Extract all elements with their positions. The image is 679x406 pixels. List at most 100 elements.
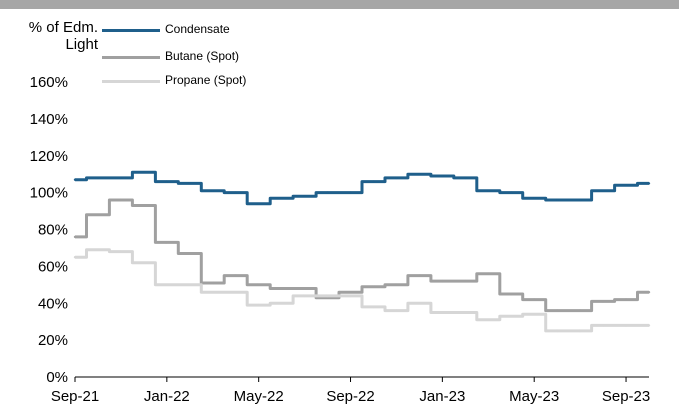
x-tick-label: Sep-21 [51,388,99,405]
data-point-2-16 [441,311,444,314]
legend-item-propane: Propane (Spot) [102,73,302,89]
y-axis-label: % of Edm. Light [2,19,98,53]
data-point-0-14 [395,176,398,180]
data-point-1-13 [372,285,375,288]
y-tick-label: 80% [38,222,68,239]
data-point-0-21 [556,198,559,202]
data-point-2-11 [326,294,329,298]
data-point-0-25 [647,182,651,185]
data-point-2-9 [280,302,283,305]
data-point-1-24 [624,298,628,301]
y-tick-label: 20% [38,332,68,349]
data-point-0-15 [418,173,421,176]
y-tick-label: 140% [30,111,68,128]
data-point-2-24 [624,324,628,327]
data-point-1-25 [647,291,651,294]
data-point-1-18 [487,272,490,275]
y-tick-label: 120% [30,148,68,165]
y-axis-label-line-2: Light [65,36,98,53]
data-point-1-22 [578,309,582,312]
data-point-1-1 [96,213,100,216]
data-point-2-21 [556,329,559,333]
data-point-0-2 [119,176,123,180]
data-point-0-1 [96,176,100,180]
data-point-0-13 [372,180,375,183]
data-point-1-0 [73,235,77,239]
legend-swatch-condensate [102,29,160,32]
legend-item-butane: Butane (Spot) [102,49,302,65]
data-point-2-2 [119,250,123,253]
data-point-2-1 [96,248,100,251]
y-tick-label: 40% [38,295,68,312]
data-point-0-7 [234,191,237,194]
data-point-2-15 [418,302,421,305]
data-point-2-18 [487,318,490,321]
data-point-2-10 [303,294,306,298]
data-point-2-5 [188,283,191,286]
data-point-2-7 [234,291,237,294]
data-point-0-12 [349,191,352,194]
data-point-2-20 [533,313,536,316]
data-point-0-0 [73,178,77,181]
data-point-1-15 [418,274,421,277]
y-tick-label: 0% [46,369,68,386]
series-line-condensate [75,170,649,206]
legend-label-propane: Propane (Spot) [165,73,247,87]
data-point-0-16 [441,174,444,178]
data-point-2-3 [142,261,146,264]
data-point-0-5 [188,182,191,185]
data-point-0-22 [578,198,582,202]
top-banner-bar [0,0,679,9]
data-point-2-13 [372,305,375,309]
data-point-2-0 [73,256,77,259]
data-point-1-14 [395,283,398,286]
data-point-1-7 [234,274,237,277]
data-point-0-4 [165,180,168,183]
legend-label-butane: Butane (Spot) [165,49,240,63]
data-point-2-19 [510,315,513,318]
x-tick-label: Jan-22 [144,388,190,405]
data-point-0-20 [533,197,536,200]
data-point-0-8 [257,202,260,205]
data-point-2-6 [211,291,214,294]
data-point-2-8 [257,303,260,307]
series-line-propane-spot [75,248,649,333]
data-point-2-12 [349,294,352,298]
x-tick-label: Sep-23 [602,388,650,405]
x-tick-label: Sep-22 [326,388,374,405]
data-point-0-10 [303,195,306,198]
data-point-0-17 [464,176,467,180]
legend-swatch-propane [102,80,160,83]
y-tick-label: 160% [30,74,68,91]
data-point-0-19 [510,191,513,194]
x-tick-label: May-22 [234,388,284,405]
data-point-1-19 [510,292,513,296]
data-point-1-21 [556,309,559,312]
data-point-0-24 [624,184,628,187]
data-point-2-25 [647,324,651,327]
data-point-1-4 [165,241,168,244]
data-point-1-23 [601,300,605,303]
legend-item-condensate: Condensate [102,22,302,38]
data-point-2-23 [601,324,605,327]
data-point-1-5 [188,252,191,255]
x-tick-label: Jan-23 [419,388,465,405]
data-point-2-22 [578,329,582,333]
data-point-1-6 [211,281,214,285]
data-point-1-2 [119,198,123,202]
data-point-2-17 [464,311,467,314]
data-point-1-10 [303,287,306,290]
data-point-0-3 [142,171,146,174]
data-point-0-9 [280,197,283,200]
data-point-1-17 [464,279,467,283]
data-point-0-11 [326,191,329,194]
y-axis-label-line-1: % of Edm. [28,19,98,36]
data-point-1-9 [280,287,283,290]
legend-swatch-butane [102,56,160,59]
data-point-2-14 [395,309,398,312]
data-point-2-4 [165,283,168,286]
x-tick-label: May-23 [509,388,559,405]
data-point-0-18 [487,189,490,192]
data-point-1-3 [142,204,146,207]
